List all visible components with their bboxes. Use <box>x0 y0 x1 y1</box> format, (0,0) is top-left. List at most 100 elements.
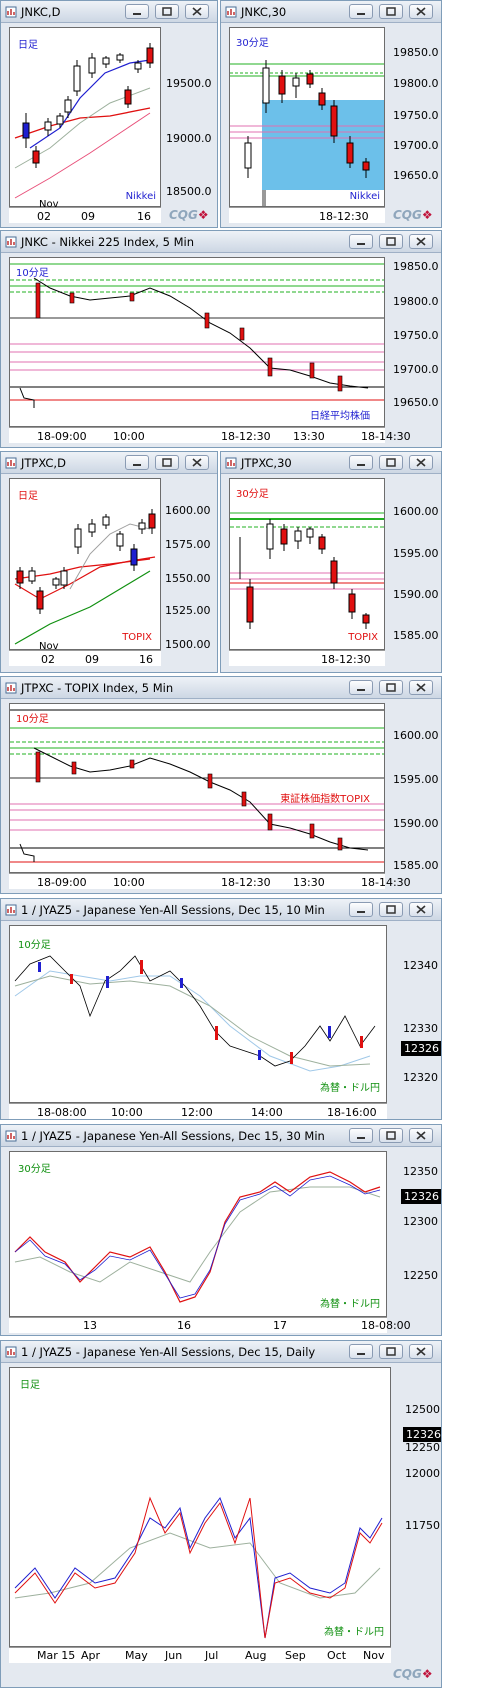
chart-plot-area[interactable]: 30分足 TOPIX <box>229 478 385 650</box>
cqg-logo: CQG❖ <box>393 1667 433 1681</box>
period-label: 10分足 <box>16 714 49 725</box>
window-title-bar[interactable]: 1 / JYAZ5 - Japanese Yen-All Sessions, D… <box>1 1125 441 1147</box>
chart-icon <box>5 1346 17 1358</box>
minimize-button[interactable] <box>349 1344 373 1359</box>
period-label: 30分足 <box>18 1164 51 1175</box>
y-axis-label: 19650.0 <box>393 396 439 409</box>
y-axis-label: 1585.00 <box>393 859 439 872</box>
price-chart <box>10 709 384 863</box>
x-axis-label: 18-09:00 <box>37 430 87 443</box>
window-jtpxc-30min[interactable]: JTPXC,30 30分足 TOPIX 1600.00 159 <box>220 451 442 673</box>
window-jnkc-30min[interactable]: JNKC,30 30分足 Nikkei 19850.0 198 <box>220 0 442 228</box>
close-button[interactable] <box>409 455 433 470</box>
y-axis-label: 19850.0 <box>393 260 439 273</box>
maximize-button[interactable] <box>155 4 179 19</box>
x-axis <box>229 207 385 223</box>
window-title-bar[interactable]: 1 / JYAZ5 - Japanese Yen-All Sessions, D… <box>1 1341 441 1363</box>
minimize-button[interactable] <box>349 4 373 19</box>
window-title: 1 / JYAZ5 - Japanese Yen-All Sessions, D… <box>21 903 325 917</box>
y-axis-label: 18500.0 <box>166 185 212 198</box>
x-axis-label: 16 <box>137 210 151 223</box>
y-axis-label: 19800.0 <box>393 77 439 90</box>
close-button[interactable] <box>409 4 433 19</box>
close-button[interactable] <box>185 4 209 19</box>
maximize-button[interactable] <box>379 680 403 695</box>
maximize-button[interactable] <box>379 1128 403 1143</box>
minimize-button[interactable] <box>125 4 149 19</box>
window-title-bar[interactable]: 1 / JYAZ5 - Japanese Yen-All Sessions, D… <box>1 899 441 921</box>
x-axis-label: 13 <box>83 1319 97 1332</box>
x-axis-label: 12:00 <box>181 1106 213 1119</box>
x-axis-label: 09 <box>81 210 95 223</box>
window-jyaz5-30min[interactable]: 1 / JYAZ5 - Japanese Yen-All Sessions, D… <box>0 1124 442 1336</box>
maximize-button[interactable] <box>379 234 403 249</box>
x-axis <box>9 1647 391 1663</box>
maximize-button[interactable] <box>379 1344 403 1359</box>
chart-icon <box>5 904 17 916</box>
window-title-bar[interactable]: JNKC,30 <box>221 1 441 23</box>
chart-plot-area[interactable]: 30分足 Nikkei <box>229 27 385 207</box>
x-axis-label: Nov <box>363 1649 385 1662</box>
period-label: 10分足 <box>18 940 51 951</box>
x-axis-label: Nov <box>39 199 59 210</box>
minimize-button[interactable] <box>349 234 373 249</box>
y-axis-label: 19000.0 <box>166 132 212 145</box>
price-chart <box>14 1496 383 1639</box>
x-axis-label: Sep <box>285 1649 306 1662</box>
product-label: TOPIX <box>348 632 378 643</box>
y-axis-label: 1595.00 <box>393 773 439 786</box>
window-title-bar[interactable]: JTPXC,30 <box>221 452 441 474</box>
product-label: Nikkei <box>349 191 380 202</box>
chart-plot-area[interactable]: 日足 為替・ドル円 <box>9 1367 391 1647</box>
window-title-bar[interactable]: JNKC - Nikkei 225 Index, 5 Min <box>1 231 441 253</box>
x-axis-label: 18-12:30 <box>319 210 369 223</box>
x-axis-label: 17 <box>273 1319 287 1332</box>
window-jyaz5-10min[interactable]: 1 / JYAZ5 - Japanese Yen-All Sessions, D… <box>0 898 442 1120</box>
last-price-badge: 12326 <box>401 1041 441 1056</box>
window-jnkc-5min[interactable]: JNKC - Nikkei 225 Index, 5 Min 10分足 日経平均… <box>0 230 442 448</box>
chart-icon <box>5 682 17 694</box>
y-axis-label: 19750.0 <box>393 109 439 122</box>
maximize-button[interactable] <box>379 455 403 470</box>
minimize-button[interactable] <box>349 1128 373 1143</box>
window-jnkc-daily[interactable]: JNKC,D 日足 N <box>0 0 218 228</box>
minimize-button[interactable] <box>349 902 373 917</box>
close-button[interactable] <box>409 234 433 249</box>
window-title-bar[interactable]: JNKC,D <box>1 1 217 23</box>
window-title-bar[interactable]: JTPXC - TOPIX Index, 5 Min <box>1 677 441 699</box>
window-title: JNKC - Nikkei 225 Index, 5 Min <box>21 235 194 249</box>
close-button[interactable] <box>409 1344 433 1359</box>
maximize-button[interactable] <box>379 4 403 19</box>
chart-plot-area[interactable]: 日足 Nikkei <box>9 27 161 207</box>
x-axis-label: 13:30 <box>293 430 325 443</box>
chart-plot-area[interactable]: 日足 TOPIX <box>9 478 161 650</box>
period-label: 日足 <box>18 40 38 51</box>
maximize-button[interactable] <box>379 902 403 917</box>
y-axis-label: 1550.00 <box>165 572 211 585</box>
window-title: JNKC,D <box>21 5 61 19</box>
chart-plot-area[interactable]: 10分足 日経平均株価 <box>9 257 385 427</box>
window-title: JTPXC,30 <box>241 456 292 470</box>
minimize-button[interactable] <box>349 680 373 695</box>
minimize-button[interactable] <box>349 455 373 470</box>
window-jtpxc-5min[interactable]: JTPXC - TOPIX Index, 5 Min 10分足 東証株価指数TO… <box>0 676 442 894</box>
maximize-button[interactable] <box>155 455 179 470</box>
window-jtpxc-daily[interactable]: JTPXC,D 日足 <box>0 451 218 673</box>
minimize-button[interactable] <box>125 455 149 470</box>
x-axis-label: Jun <box>165 1649 183 1662</box>
window-jyaz5-daily[interactable]: 1 / JYAZ5 - Japanese Yen-All Sessions, D… <box>0 1340 442 1688</box>
x-axis-label: Oct <box>327 1649 347 1662</box>
last-price-badge: 12326 <box>403 1427 441 1442</box>
window-title-bar[interactable]: JTPXC,D <box>1 452 217 474</box>
close-button[interactable] <box>409 1128 433 1143</box>
chart-plot-area[interactable]: 10分足 為替・ドル円 <box>9 925 387 1103</box>
x-axis-label: 18-08:00 <box>361 1319 411 1332</box>
close-button[interactable] <box>185 455 209 470</box>
y-axis-label: 1500.00 <box>165 638 211 651</box>
chart-plot-area[interactable]: 10分足 東証株価指数TOPIX <box>9 703 385 873</box>
chart-plot-area[interactable]: 30分足 為替・ドル円 <box>9 1151 387 1317</box>
x-axis-label: 09 <box>85 653 99 666</box>
x-axis-label: 16 <box>177 1319 191 1332</box>
close-button[interactable] <box>409 680 433 695</box>
close-button[interactable] <box>409 902 433 917</box>
